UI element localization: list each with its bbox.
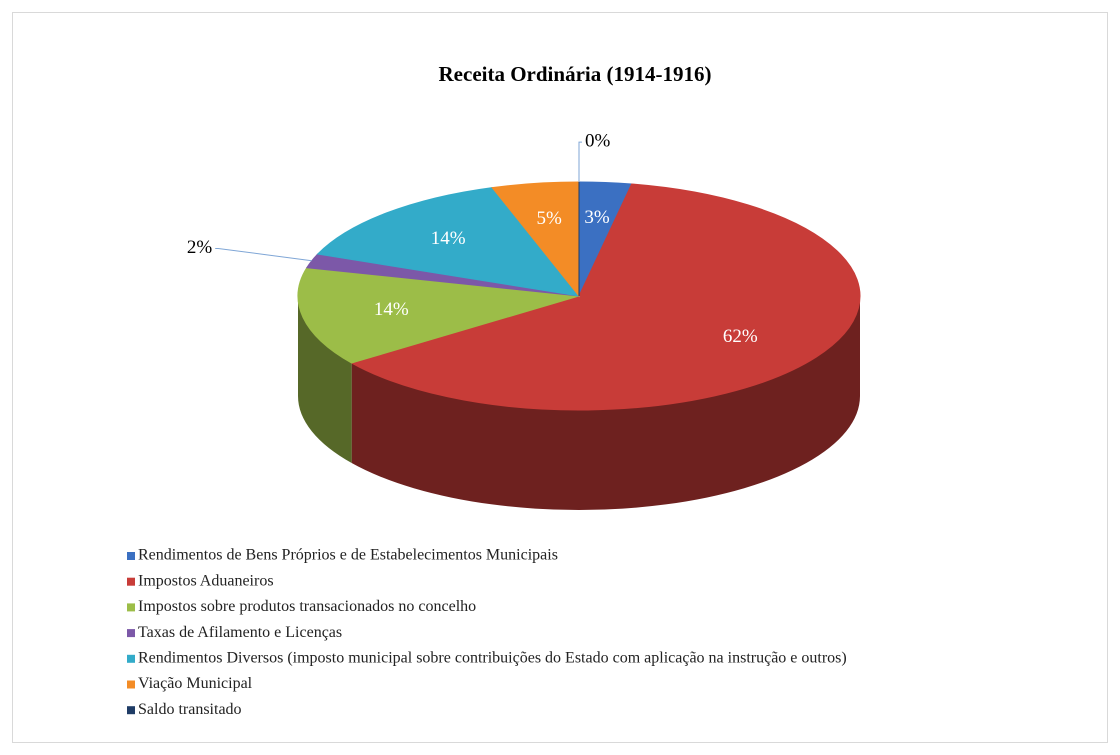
legend-label: Impostos sobre produtos transacionados n… [138,598,476,615]
data-label: 62% [723,326,758,347]
legend-label: Impostos Aduaneiros [138,572,274,589]
slice-side [298,296,352,464]
slice-side [351,296,860,510]
slice [297,267,580,364]
legend-label: Taxas de Afilamento e Licenças [138,624,342,641]
data-label: 0% [585,130,611,151]
legend-swatch [127,654,135,663]
legend-label: Viação Municipal [138,675,253,692]
leader-line [578,141,582,182]
legend-label: Rendimentos Diversos (imposto municipal … [138,649,847,666]
data-label: 2% [187,237,213,258]
data-label: 3% [584,207,610,228]
legend-swatch [127,629,135,638]
legend-swatch [127,577,135,586]
leader-line [215,247,312,262]
data-label: 5% [536,208,562,229]
chart-title: Receita Ordinária (1914-1916) [439,62,712,86]
data-label: 14% [431,228,466,249]
legend-swatch [127,603,135,612]
legend-swatch [127,680,135,689]
legend-swatch [127,552,135,560]
slice [350,183,861,411]
legend-swatch [127,706,135,715]
data-label: 14% [374,299,409,320]
legend-label: Rendimentos de Bens Próprios e de Estabe… [138,547,558,564]
legend-label: Saldo transitado [138,701,242,718]
